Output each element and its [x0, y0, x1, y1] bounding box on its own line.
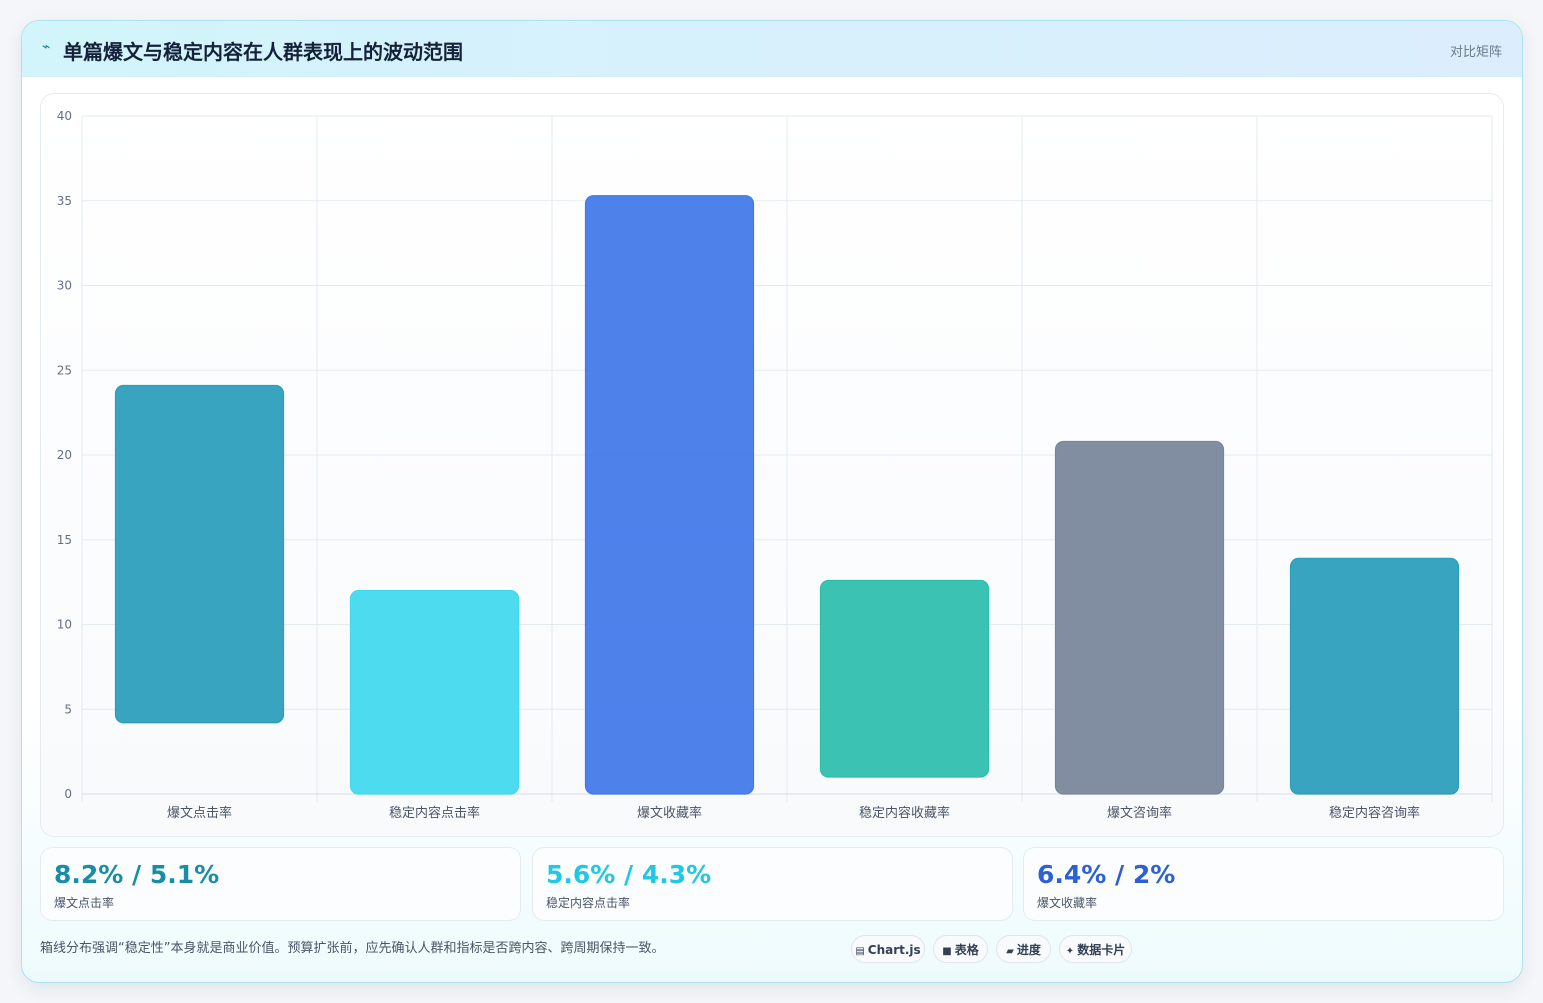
card-icon: ✦ [1065, 946, 1075, 957]
pill-progress[interactable]: ▰ 进度 [996, 935, 1051, 963]
progress-icon: ▰ [1006, 946, 1014, 957]
card-header: ⌁ 单篇爆文与稳定内容在人群表现上的波动范围 对比矩阵 [22, 21, 1522, 77]
pill-label: 进度 [1016, 943, 1041, 957]
pill-data-card[interactable]: ✦ 数据卡片 [1059, 935, 1132, 963]
stat-label: 爆文收藏率 [1037, 896, 1098, 910]
stat-value: 5.6% / 4.3% [546, 860, 712, 889]
range-bar [1289, 557, 1460, 795]
pill-label: 表格 [954, 943, 979, 957]
sparkline-icon: ⌁ [42, 39, 51, 55]
card-title: 单篇爆文与稳定内容在人群表现上的波动范围 [63, 40, 463, 64]
stat-label: 稳定内容点击率 [546, 896, 631, 910]
x-tick-label: 稳定内容咨询率 [1329, 805, 1420, 821]
stat-card-stable-ctr: 5.6% / 4.3% 稳定内容点击率 [532, 847, 1013, 921]
range-bar [1054, 440, 1225, 795]
y-tick-label: 20 [57, 448, 72, 462]
y-tick-label: 40 [57, 109, 72, 123]
range-bar [114, 384, 285, 724]
chart-panel: 0 5 10 15 20 25 30 35 40 爆文点击率 稳定内容点击率 爆文收藏率 稳定内容收藏率… [40, 93, 1504, 837]
range-bar [819, 579, 990, 778]
stat-value: 8.2% / 5.1% [54, 860, 220, 889]
x-tick-label: 稳定内容点击率 [389, 805, 480, 821]
y-tick-label: 0 [64, 787, 72, 801]
range-bar-chart: 0 5 10 15 20 25 30 35 40 爆文点击率 稳定内容点击率 爆文收藏率 稳定内容收藏率… [57, 109, 1493, 821]
y-tick-label: 25 [57, 363, 72, 377]
x-tick-label: 稳定内容收藏率 [859, 805, 950, 821]
pill-table[interactable]: ■ 表格 [933, 935, 988, 963]
pill-chartjs[interactable]: ▤ Chart.js [851, 935, 925, 963]
y-tick-label: 5 [64, 702, 72, 716]
y-tick-label: 10 [57, 618, 72, 632]
x-tick-label: 爆文咨询率 [1107, 805, 1172, 821]
x-tick-label: 爆文收藏率 [637, 805, 702, 821]
range-bar [584, 195, 755, 795]
chart-card: ⌁ 单篇爆文与稳定内容在人群表现上的波动范围 对比矩阵 0 5 10 15 20 25 30… [21, 20, 1523, 983]
table-icon: ■ [942, 946, 952, 957]
chart-icon: ▤ [855, 946, 865, 957]
y-tick-label: 30 [57, 279, 72, 293]
x-tick-label: 爆文点击率 [167, 805, 232, 821]
y-tick-label: 35 [57, 194, 72, 208]
comparison-matrix-link[interactable]: 对比矩阵 [1449, 45, 1502, 60]
range-bar [349, 590, 520, 795]
y-tick-label: 15 [57, 533, 72, 547]
footnote: 箱线分布强调“稳定性”本身就是商业价值。预算扩张前，应先确认人群和指标是否跨内容… [40, 941, 665, 956]
stat-value: 6.4% / 2% [1037, 860, 1176, 889]
pill-label: Chart.js [867, 943, 921, 957]
stat-card-viral-ctr: 8.2% / 5.1% 爆文点击率 [40, 847, 521, 921]
stat-label: 爆文点击率 [54, 896, 115, 910]
pill-label: 数据卡片 [1077, 943, 1126, 957]
stat-card-viral-save-rate: 6.4% / 2% 爆文收藏率 [1023, 847, 1504, 921]
